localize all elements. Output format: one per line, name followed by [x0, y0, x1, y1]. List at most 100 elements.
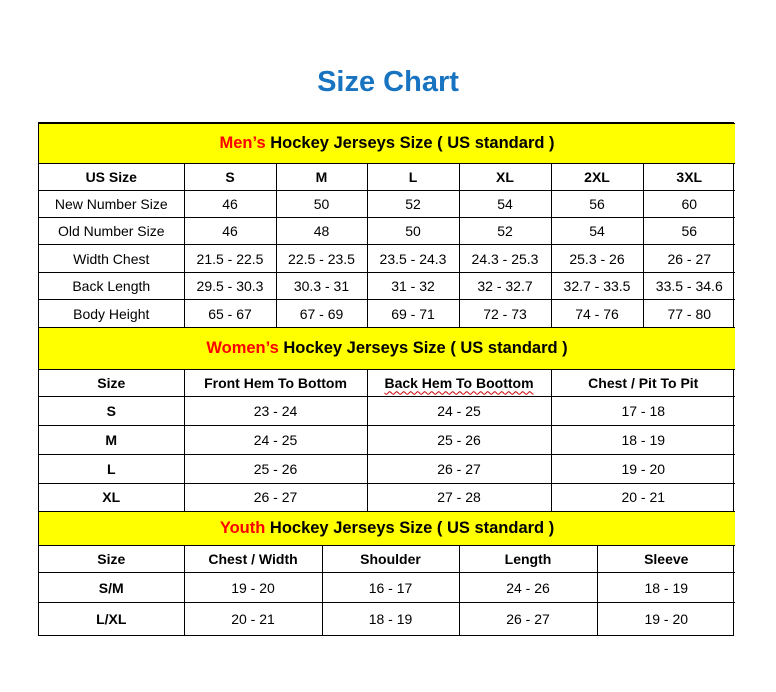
table-cell: 20 - 21 [550, 483, 736, 512]
women-section-title: Women’s Hockey Jerseys Size ( US standar… [39, 328, 736, 370]
table-row: New Number Size 46 50 52 54 56 60 [39, 190, 736, 218]
table-row: S/M 19 - 20 16 - 17 24 - 26 18 - 19 [39, 572, 736, 603]
column-header: 2XL [550, 163, 644, 191]
table-cell: 18 - 19 [550, 425, 736, 455]
table-cell: 56 [642, 217, 736, 245]
column-header-text: Size [97, 374, 126, 391]
row-label: Width Chest [39, 244, 185, 273]
table-cell: 52 [366, 190, 460, 218]
mens-size-table: Men’s Hockey Jerseys Size ( US standard … [39, 123, 736, 328]
table-cell: 26 - 27 [458, 602, 598, 635]
table-cell: 32 - 32.7 [458, 272, 552, 300]
table-cell: 21.5 - 22.5 [183, 244, 277, 273]
column-header-text: Sleeve [644, 551, 689, 567]
column-header-text: XL [496, 169, 514, 185]
table-cell: 19 - 20 [183, 572, 323, 603]
youth-section-label: Hockey Jerseys Size ( US standard ) [265, 518, 555, 537]
table-cell: 20 - 21 [183, 602, 323, 635]
table-cell: 30.3 - 31 [275, 272, 368, 300]
column-header: Size [39, 545, 185, 573]
table-cell: 33.5 - 34.6 [642, 272, 736, 300]
table-cell: 26 - 27 [183, 483, 368, 512]
column-header: S [183, 163, 277, 191]
column-header: XL [458, 163, 552, 191]
table-cell: 25 - 26 [366, 425, 552, 455]
column-header-text: 2XL [584, 169, 610, 185]
row-label: L [39, 454, 185, 484]
table-cell: 52 [458, 217, 552, 245]
table-cell: 50 [275, 190, 368, 218]
table-cell: 54 [550, 217, 644, 245]
table-row: L/XL 20 - 21 18 - 19 26 - 27 19 - 20 [39, 602, 736, 635]
table-cell: 22.5 - 23.5 [275, 244, 368, 273]
column-header-text: Front Hem To Bottom [204, 374, 347, 391]
table-row: Old Number Size 46 48 50 52 54 56 [39, 217, 736, 245]
column-header-text: Size [97, 551, 126, 567]
women-section-highlight: Women’s [206, 338, 279, 357]
table-cell: 54 [458, 190, 552, 218]
column-header: Back Hem To Boottom [366, 369, 552, 397]
column-header-text: 3XL [676, 169, 703, 185]
women-section-label: Hockey Jerseys Size ( US standard ) [278, 338, 568, 357]
column-header-text: US Size [85, 169, 137, 185]
column-header-text: Chest / Pit To Pit [588, 374, 699, 391]
table-row: M 24 - 25 25 - 26 18 - 19 [39, 425, 736, 455]
men-section-header: Men’s Hockey Jerseys Size ( US standard … [39, 123, 736, 164]
table-cell: 50 [366, 217, 460, 245]
table-cell: 26 - 27 [366, 454, 552, 484]
column-header: Chest / Pit To Pit [550, 369, 736, 397]
table-cell: 25 - 26 [183, 454, 368, 484]
youth-section-highlight: Youth [219, 518, 266, 537]
table-cell: 27 - 28 [366, 483, 552, 512]
youth-section-title: Youth Hockey Jerseys Size ( US standard … [39, 511, 736, 546]
column-header: Size [39, 369, 185, 397]
table-cell: 60 [642, 190, 736, 218]
womens-size-table: Women’s Hockey Jerseys Size ( US standar… [39, 328, 736, 512]
table-cell: 31 - 32 [366, 272, 460, 300]
row-label: XL [39, 483, 185, 512]
table-cell: 46 [183, 217, 277, 245]
row-label: Old Number Size [39, 217, 185, 245]
men-section-label: Hockey Jerseys Size ( US standard ) [265, 134, 555, 152]
table-cell: 74 - 76 [550, 299, 644, 328]
table-cell: 46 [183, 190, 277, 218]
men-section-highlight: Men’s [219, 134, 266, 152]
table-cell: 67 - 69 [275, 299, 368, 328]
column-header-text: M [315, 169, 328, 185]
table-cell: 18 - 19 [596, 572, 736, 603]
women-section-header: Women’s Hockey Jerseys Size ( US standar… [39, 328, 736, 370]
column-header: Length [458, 545, 598, 573]
column-header-text: Back Hem To Boottom [384, 374, 534, 391]
row-label: New Number Size [39, 190, 185, 218]
table-cell: 69 - 71 [366, 299, 460, 328]
table-cell: 23.5 - 24.3 [366, 244, 460, 273]
row-label: S/M [39, 572, 185, 603]
table-row: S 23 - 24 24 - 25 17 - 18 [39, 396, 736, 426]
table-cell: 18 - 19 [321, 602, 460, 635]
column-header: M [275, 163, 368, 191]
table-cell: 25.3 - 26 [550, 244, 644, 273]
youth-section-header: Youth Hockey Jerseys Size ( US standard … [39, 511, 736, 546]
table-cell: 24 - 25 [183, 425, 368, 455]
table-row: XL 26 - 27 27 - 28 20 - 21 [39, 483, 736, 512]
column-header: Shoulder [321, 545, 460, 573]
column-header-text: Shoulder [360, 551, 421, 567]
table-cell: 32.7 - 33.5 [550, 272, 644, 300]
table-cell: 23 - 24 [183, 396, 368, 426]
table-cell: 24 - 26 [458, 572, 598, 603]
table-cell: 24.3 - 25.3 [458, 244, 552, 273]
column-header-text: Chest / Width [208, 551, 298, 567]
table-cell: 48 [275, 217, 368, 245]
column-header-text: S [225, 169, 235, 185]
table-cell: 19 - 20 [596, 602, 736, 635]
table-cell: 29.5 - 30.3 [183, 272, 277, 300]
table-row: Width Chest 21.5 - 22.5 22.5 - 23.5 23.5 - … [39, 244, 736, 273]
column-header-text: Length [504, 551, 552, 567]
table-cell: 24 - 25 [366, 396, 552, 426]
table-cell: 65 - 67 [183, 299, 277, 328]
column-header: Chest / Width [183, 545, 323, 573]
table-cell: 26 - 27 [642, 244, 736, 273]
size-chart: Men’s Hockey Jerseys Size ( US standard … [38, 122, 736, 636]
column-header: 3XL [642, 163, 736, 191]
row-label: Back Length [39, 272, 185, 300]
